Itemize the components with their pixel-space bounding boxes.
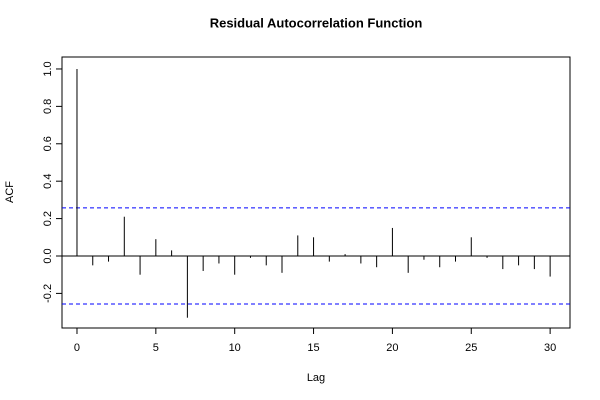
x-tick-label: 15 [307,342,319,354]
y-tick-label: 0.6 [42,136,54,151]
y-axis-label: ACF [4,181,16,203]
x-tick-label: 5 [153,342,159,354]
y-tick-label: 0.8 [42,99,54,114]
x-axis-label: Lag [307,372,325,384]
x-tick-label: 25 [465,342,477,354]
x-tick-label: 20 [386,342,398,354]
x-tick-label: 10 [229,342,241,354]
y-tick-label: 1.0 [42,61,54,76]
x-tick-label: 30 [544,342,556,354]
y-tick-label: 0.2 [42,211,54,226]
y-tick-label: 0.4 [42,174,54,189]
plot-frame [61,56,571,329]
x-tick-label: 0 [74,342,80,354]
y-tick-label: -0.2 [42,284,54,303]
chart-title: Residual Autocorrelation Function [210,15,423,30]
y-tick-label: 0.0 [42,248,54,263]
